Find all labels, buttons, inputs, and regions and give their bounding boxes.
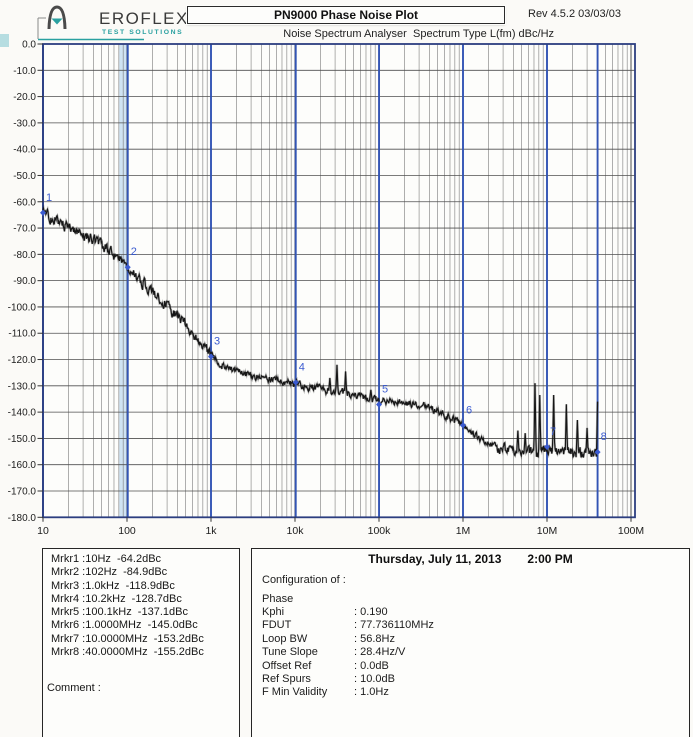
svg-text:-150.0: -150.0: [8, 434, 37, 445]
svg-text:-90.0: -90.0: [13, 276, 36, 287]
phase-noise-chart: 0.0 -10.0 -20.0 -30.0 -40.0 -50.0 -60.0 -70.0 -8…: [8, 40, 644, 538]
config-label-offset-ref: Offset Ref: [262, 659, 312, 672]
config-label-fdut: FDUT: [262, 619, 292, 632]
revision-text: Rev 4.5.2 03/03/03: [528, 8, 621, 20]
analyser-subtitle: Noise Spectrum Analyser: [283, 28, 407, 40]
svg-text:5: 5: [382, 383, 388, 395]
config-row-fmin-validity: F Min Validity : 1.0Hz: [262, 686, 434, 699]
config-value-fdut: : 77.736110MHz: [354, 619, 434, 632]
comment-label: Comment :: [47, 682, 101, 694]
marker-readout-8: Mrkr8 :40.0000MHz -155.2dBc: [51, 646, 204, 659]
config-row-kphi: Kphi : 0.190: [262, 606, 434, 619]
svg-text:-170.0: -170.0: [8, 487, 37, 498]
svg-text:-160.0: -160.0: [8, 460, 37, 471]
config-label-kphi: Kphi: [262, 606, 285, 618]
svg-text:-50.0: -50.0: [13, 171, 36, 182]
svg-text:3: 3: [214, 336, 220, 348]
marker-list-panel: Mrkr1 :10Hz -64.2dBc Mrkr2 :102Hz -84.9d…: [42, 548, 240, 737]
marker-readout-6: Mrkr6 :1.0000MHz -145.0dBc: [51, 619, 198, 632]
marker-readout-1: Mrkr1 :10Hz -64.2dBc: [51, 553, 162, 565]
marker-readout-7: Mrkr7 :10.0000MHz -153.2dBc: [51, 632, 204, 645]
svg-text:-140.0: -140.0: [8, 408, 37, 419]
svg-text:10: 10: [37, 525, 49, 537]
config-label-loop-bw: Loop BW: [262, 632, 308, 645]
report-date: Thursday, July 11, 2013: [368, 552, 502, 566]
svg-text:100: 100: [118, 525, 136, 537]
marker-readout-3: Mrkr3 :1.0kHz -118.9dBc: [51, 579, 175, 592]
svg-text:8: 8: [601, 431, 607, 443]
report-title-box: PN9000 Phase Noise Plot: [187, 6, 505, 24]
svg-text:-130.0: -130.0: [8, 381, 37, 392]
marker-readout-list: Mrkr1 :10Hz -64.2dBc Mrkr2 :102Hz -84.9d…: [51, 553, 204, 659]
svg-text:-120.0: -120.0: [8, 355, 37, 366]
marker-readout-5: Mrkr5 :100.1kHz -137.1dBc: [51, 606, 188, 619]
svg-text:-110.0: -110.0: [8, 329, 36, 340]
configuration-rows: Kphi : 0.190 FDUT : 77.736110MHz Loop BW : …: [262, 606, 434, 700]
svg-text:1k: 1k: [205, 525, 217, 537]
svg-text:100M: 100M: [618, 525, 644, 537]
configuration-section: Phase: [262, 593, 294, 605]
svg-text:-70.0: -70.0: [13, 224, 36, 235]
svg-text:-180.0: -180.0: [8, 513, 37, 524]
svg-text:-40.0: -40.0: [13, 145, 36, 156]
config-label-ref-spurs: Ref Spurs: [262, 673, 311, 686]
svg-text:-20.0: -20.0: [13, 92, 36, 103]
svg-text:-80.0: -80.0: [13, 250, 36, 261]
svg-text:0.0: 0.0: [22, 40, 36, 51]
marker-readout-4: Mrkr4 :10.2kHz -128.7dBc: [51, 592, 182, 605]
config-value-ref-spurs: : 10.0dB: [354, 673, 395, 686]
svg-text:7: 7: [550, 426, 556, 438]
config-label-fmin-validity: F Min Validity: [262, 686, 328, 699]
configuration-panel: Thursday, July 11, 2013 2:00 PM Configura…: [251, 548, 690, 737]
report-datetime: Thursday, July 11, 2013 2:00 PM: [252, 552, 689, 566]
svg-text:100k: 100k: [368, 525, 392, 537]
report-title: PN9000 Phase Noise Plot: [273, 8, 419, 22]
svg-text:6: 6: [466, 404, 472, 416]
svg-text:-10.0: -10.0: [13, 66, 36, 77]
config-row-loop-bw: Loop BW : 56.8Hz: [262, 633, 434, 646]
config-row-offset-ref: Offset Ref : 0.0dB: [262, 660, 434, 673]
marker-readout-2: Mrkr2 :102Hz -84.9dBc: [51, 566, 168, 579]
svg-text:2: 2: [131, 246, 137, 258]
config-row-fdut: FDUT : 77.736110MHz: [262, 619, 434, 632]
svg-text:-100.0: -100.0: [8, 302, 37, 313]
config-value-offset-ref: : 0.0dB: [354, 659, 389, 672]
configuration-of-label: Configuration of :: [262, 574, 346, 586]
config-value-kphi: : 0.190: [354, 606, 388, 618]
svg-text:1M: 1M: [456, 525, 471, 537]
config-label-tune-slope: Tune Slope: [262, 646, 318, 659]
svg-text:-60.0: -60.0: [13, 197, 36, 208]
report-time: 2:00 PM: [527, 552, 573, 566]
spectrum-type-label: Spectrum Type L(fm) dBc/Hz: [413, 28, 555, 40]
config-value-loop-bw: : 56.8Hz: [354, 632, 395, 645]
aeroflex-arch-icon: [37, 5, 144, 41]
svg-text:-30.0: -30.0: [13, 118, 36, 129]
svg-text:4: 4: [299, 361, 305, 373]
scan-artifact: [0, 34, 9, 47]
aeroflex-logo: EROFLEX TEST SOLUTIONS: [36, 2, 189, 44]
config-value-tune-slope: : 28.4Hz/V: [354, 646, 406, 659]
config-row-ref-spurs: Ref Spurs : 10.0dB: [262, 673, 434, 686]
config-value-fmin-validity: : 1.0Hz: [354, 686, 389, 699]
config-row-tune-slope: Tune Slope : 28.4Hz/V: [262, 646, 434, 659]
svg-text:1: 1: [46, 192, 52, 204]
logo-tagline-text: TEST SOLUTIONS: [102, 29, 184, 36]
svg-text:10M: 10M: [537, 525, 557, 537]
svg-text:10k: 10k: [287, 525, 305, 537]
logo-brand-text: EROFLEX: [99, 9, 189, 28]
